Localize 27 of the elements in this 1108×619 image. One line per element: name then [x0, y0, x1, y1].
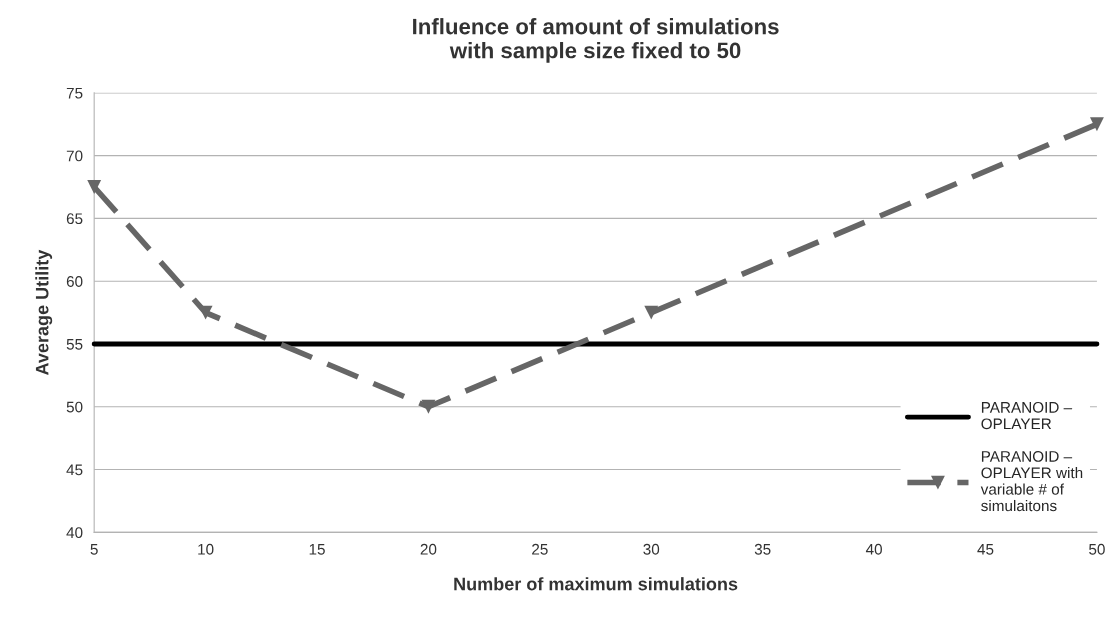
x-tick-label: 25 — [532, 543, 548, 555]
y-tick-label: 55 — [66, 339, 83, 350]
legend-label: PARANOID – OPLAYER with variable # of simulaitons — [980, 450, 1083, 512]
point — [644, 305, 659, 320]
y-tick-label: 45 — [66, 464, 83, 476]
y-tick-label: 50 — [66, 401, 83, 413]
x-tick-label: 5 — [90, 544, 98, 555]
x-tick-label: 20 — [420, 543, 437, 555]
y-tick-label: 70 — [66, 150, 83, 162]
legend-label: PARANOID – OPLAYER — [981, 401, 1073, 430]
y-tick-label: 40 — [66, 527, 83, 539]
y-tick-label: 65 — [66, 213, 83, 225]
x-tick-label: 50 — [1089, 543, 1105, 555]
y-tick-label: 75 — [66, 87, 83, 99]
y-axis-title: Average Utility — [35, 249, 53, 376]
x-tick-label: 15 — [309, 544, 325, 555]
y-tick-label: 60 — [66, 276, 83, 287]
chart-title: Influence of amount of simulations with sample size fixed to 50 — [413, 18, 779, 63]
x-tick-label: 45 — [977, 544, 994, 555]
x-tick-label: 30 — [643, 543, 660, 555]
point — [87, 180, 102, 194]
x-tick-label: 35 — [754, 543, 771, 555]
point — [421, 399, 436, 414]
x-tick-label: 40 — [865, 543, 882, 555]
x-axis-title: Number of maximum simulations — [454, 577, 738, 591]
point — [1089, 117, 1104, 132]
x-tick-label: 10 — [198, 543, 214, 555]
